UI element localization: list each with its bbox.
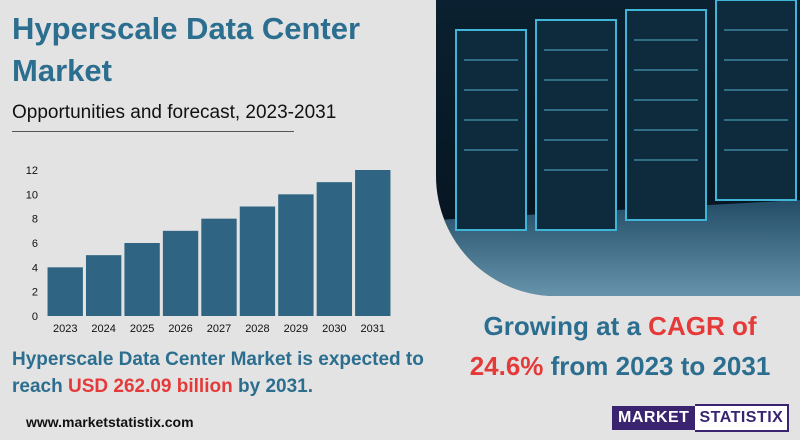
x-tick-label: 2030 — [322, 323, 346, 335]
y-tick-label: 6 — [32, 238, 38, 250]
y-tick-label: 2 — [32, 287, 38, 299]
x-tick-label: 2023 — [53, 323, 77, 335]
x-tick-label: 2024 — [91, 323, 115, 335]
bar-2026 — [162, 230, 199, 316]
x-tick-label: 2029 — [284, 323, 308, 335]
page-title: Hyperscale Data Center Market — [12, 11, 361, 88]
x-tick-label: 2031 — [361, 323, 385, 335]
website-link[interactable]: www.marketstatistix.com — [26, 414, 194, 430]
bar-chart: 0 2 4 6 8 10 12 2023 2024 2025 2026 2027 2028 2029 203… — [26, 165, 391, 335]
bar-2023 — [47, 267, 83, 316]
expectation-prefix: Hyperscale Data Center Market is expecte… — [12, 349, 424, 397]
cagr-label: CAGR of — [648, 311, 757, 341]
server-room-photo — [436, 0, 800, 296]
x-tick-label: 2026 — [168, 323, 192, 335]
bar-2028 — [239, 206, 276, 316]
bar-2025 — [124, 243, 160, 316]
market-statistix-logo: MARKET STATISTIX — [612, 404, 790, 432]
x-tick-label: 2027 — [207, 323, 231, 335]
bar-2029 — [278, 194, 314, 316]
expectation-suffix: by 2031. — [232, 376, 313, 397]
bar-2031 — [355, 170, 391, 316]
y-tick-label: 10 — [26, 189, 38, 201]
page-subtitle: Opportunities and forecast, 2023-2031 — [12, 102, 337, 123]
logo-part-statistix: STATISTIX — [695, 404, 790, 432]
bar-2027 — [201, 218, 237, 316]
x-tick-label: 2025 — [130, 323, 154, 335]
logo-part-market: MARKET — [612, 406, 696, 430]
market-expectation: Hyperscale Data Center Market is expecte… — [12, 346, 442, 400]
y-tick-label: 8 — [32, 214, 38, 226]
y-tick-label: 12 — [26, 165, 38, 177]
cagr-period: from 2023 to 2031 — [543, 351, 771, 381]
y-tick-label: 4 — [32, 262, 38, 274]
subtitle-divider — [12, 131, 294, 132]
cagr-statement: Growing at a CAGR of 24.6% from 2023 to … — [440, 306, 800, 386]
bar-2030 — [316, 182, 353, 316]
cagr-value: 24.6% — [469, 351, 544, 381]
cagr-prefix: Growing at a — [483, 311, 649, 341]
expectation-value: USD 262.09 billion — [67, 376, 233, 397]
y-tick-label: 0 — [32, 311, 38, 323]
server-racks — [455, 0, 797, 231]
bar-2024 — [85, 255, 122, 316]
x-tick-label: 2028 — [245, 323, 269, 335]
